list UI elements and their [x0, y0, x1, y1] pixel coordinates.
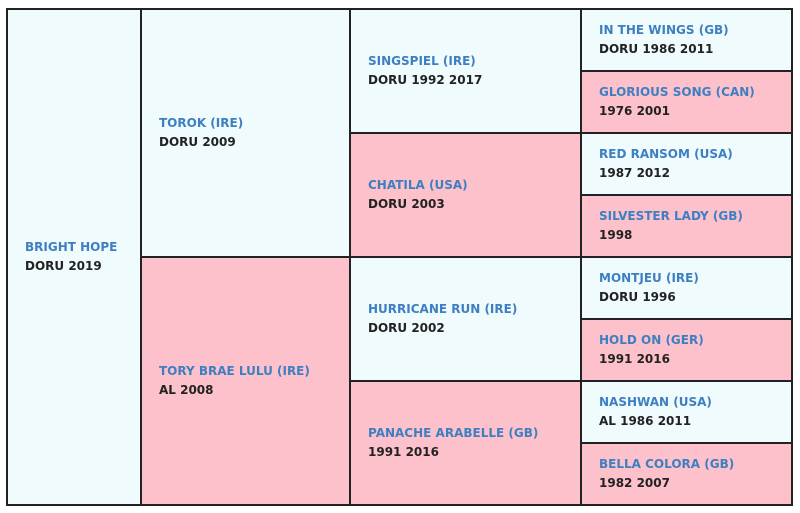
horse-name: MONTJEU (IRE) [599, 271, 699, 285]
horse-info: 1987 2012 [599, 166, 670, 180]
pedigree-cell: CHATILA (USA) DORU 2003 [351, 134, 580, 256]
horse-name: RED RANSOM (USA) [599, 147, 733, 161]
horse-name: PANACHE ARABELLE (GB) [368, 426, 539, 440]
horse-info: AL 2008 [159, 383, 214, 397]
pedigree-cell: SILVESTER LADY (GB) 1998 [582, 196, 791, 256]
pedigree-cell: BRIGHT HOPE DORU 2019 [8, 10, 140, 504]
horse-name: HURRICANE RUN (IRE) [368, 302, 518, 316]
horse-info: 1976 2001 [599, 104, 670, 118]
pedigree-cell: HOLD ON (GER) 1991 2016 [582, 320, 791, 380]
pedigree-cell: TORY BRAE LULU (IRE) AL 2008 [142, 258, 349, 504]
horse-info: DORU 1992 2017 [368, 73, 483, 87]
horse-info: DORU 2009 [159, 135, 236, 149]
pedigree-cell: MONTJEU (IRE) DORU 1996 [582, 258, 791, 318]
horse-name: TORY BRAE LULU (IRE) [159, 364, 310, 378]
horse-name: GLORIOUS SONG (CAN) [599, 85, 755, 99]
horse-info: 1998 [599, 228, 633, 242]
horse-name: CHATILA (USA) [368, 178, 468, 192]
horse-info: DORU 1996 [599, 290, 676, 304]
horse-info: DORU 1986 2011 [599, 42, 714, 56]
horse-info: DORU 2002 [368, 321, 445, 335]
horse-info: 1991 2016 [368, 445, 439, 459]
horse-name: TOROK (IRE) [159, 116, 244, 130]
horse-name: SILVESTER LADY (GB) [599, 209, 743, 223]
pedigree-cell: IN THE WINGS (GB) DORU 1986 2011 [582, 10, 791, 70]
horse-name: SINGSPIEL (IRE) [368, 54, 476, 68]
horse-info: AL 1986 2011 [599, 414, 692, 428]
horse-info: 1991 2016 [599, 352, 670, 366]
pedigree-table: BRIGHT HOPE DORU 2019 TOROK (IRE) DORU 2009… [6, 8, 793, 506]
pedigree-cell: RED RANSOM (USA) 1987 2012 [582, 134, 791, 194]
horse-name: HOLD ON (GER) [599, 333, 704, 347]
horse-name: NASHWAN (USA) [599, 395, 712, 409]
horse-info: DORU 2003 [368, 197, 445, 211]
pedigree-cell: PANACHE ARABELLE (GB) 1991 2016 [351, 382, 580, 504]
horse-info: 1982 2007 [599, 476, 670, 490]
pedigree-cell: SINGSPIEL (IRE) DORU 1992 2017 [351, 10, 580, 132]
pedigree-cell: TOROK (IRE) DORU 2009 [142, 10, 349, 256]
horse-info: DORU 2019 [25, 259, 102, 273]
pedigree-cell: BELLA COLORA (GB) 1982 2007 [582, 444, 791, 504]
horse-name: IN THE WINGS (GB) [599, 23, 729, 37]
pedigree-cell: GLORIOUS SONG (CAN) 1976 2001 [582, 72, 791, 132]
horse-name: BELLA COLORA (GB) [599, 457, 735, 471]
pedigree-cell: HURRICANE RUN (IRE) DORU 2002 [351, 258, 580, 380]
pedigree-cell: NASHWAN (USA) AL 1986 2011 [582, 382, 791, 442]
horse-name: BRIGHT HOPE [25, 240, 118, 254]
